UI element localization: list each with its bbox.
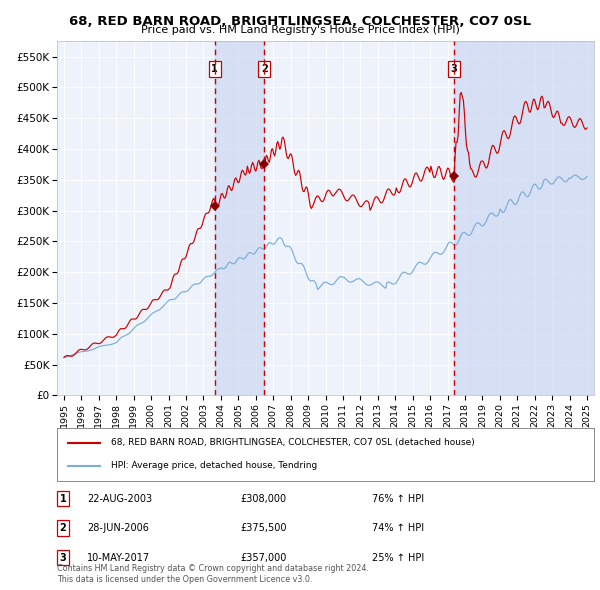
Bar — [454, 41, 594, 395]
Text: 68, RED BARN ROAD, BRIGHTLINGSEA, COLCHESTER, CO7 0SL: 68, RED BARN ROAD, BRIGHTLINGSEA, COLCHE… — [69, 15, 531, 28]
Text: 1: 1 — [59, 494, 67, 503]
Text: This data is licensed under the Open Government Licence v3.0.: This data is licensed under the Open Gov… — [57, 575, 313, 584]
Text: £357,000: £357,000 — [240, 553, 286, 562]
Text: 22-AUG-2003: 22-AUG-2003 — [87, 494, 152, 503]
Text: £375,500: £375,500 — [240, 523, 287, 533]
Text: Contains HM Land Registry data © Crown copyright and database right 2024.: Contains HM Land Registry data © Crown c… — [57, 565, 369, 573]
Text: 74% ↑ HPI: 74% ↑ HPI — [372, 523, 424, 533]
Text: 3: 3 — [59, 553, 67, 562]
Text: Price paid vs. HM Land Registry's House Price Index (HPI): Price paid vs. HM Land Registry's House … — [140, 25, 460, 35]
Text: HPI: Average price, detached house, Tendring: HPI: Average price, detached house, Tend… — [111, 461, 317, 470]
Text: 68, RED BARN ROAD, BRIGHTLINGSEA, COLCHESTER, CO7 0SL (detached house): 68, RED BARN ROAD, BRIGHTLINGSEA, COLCHE… — [111, 438, 475, 447]
Text: £308,000: £308,000 — [240, 494, 286, 503]
Text: 2: 2 — [59, 523, 67, 533]
Text: 1: 1 — [211, 64, 218, 74]
Text: 25% ↑ HPI: 25% ↑ HPI — [372, 553, 424, 562]
Text: 10-MAY-2017: 10-MAY-2017 — [87, 553, 150, 562]
Text: 2: 2 — [261, 64, 268, 74]
Bar — [215, 41, 265, 395]
Text: 28-JUN-2006: 28-JUN-2006 — [87, 523, 149, 533]
Text: 3: 3 — [451, 64, 457, 74]
Text: 76% ↑ HPI: 76% ↑ HPI — [372, 494, 424, 503]
